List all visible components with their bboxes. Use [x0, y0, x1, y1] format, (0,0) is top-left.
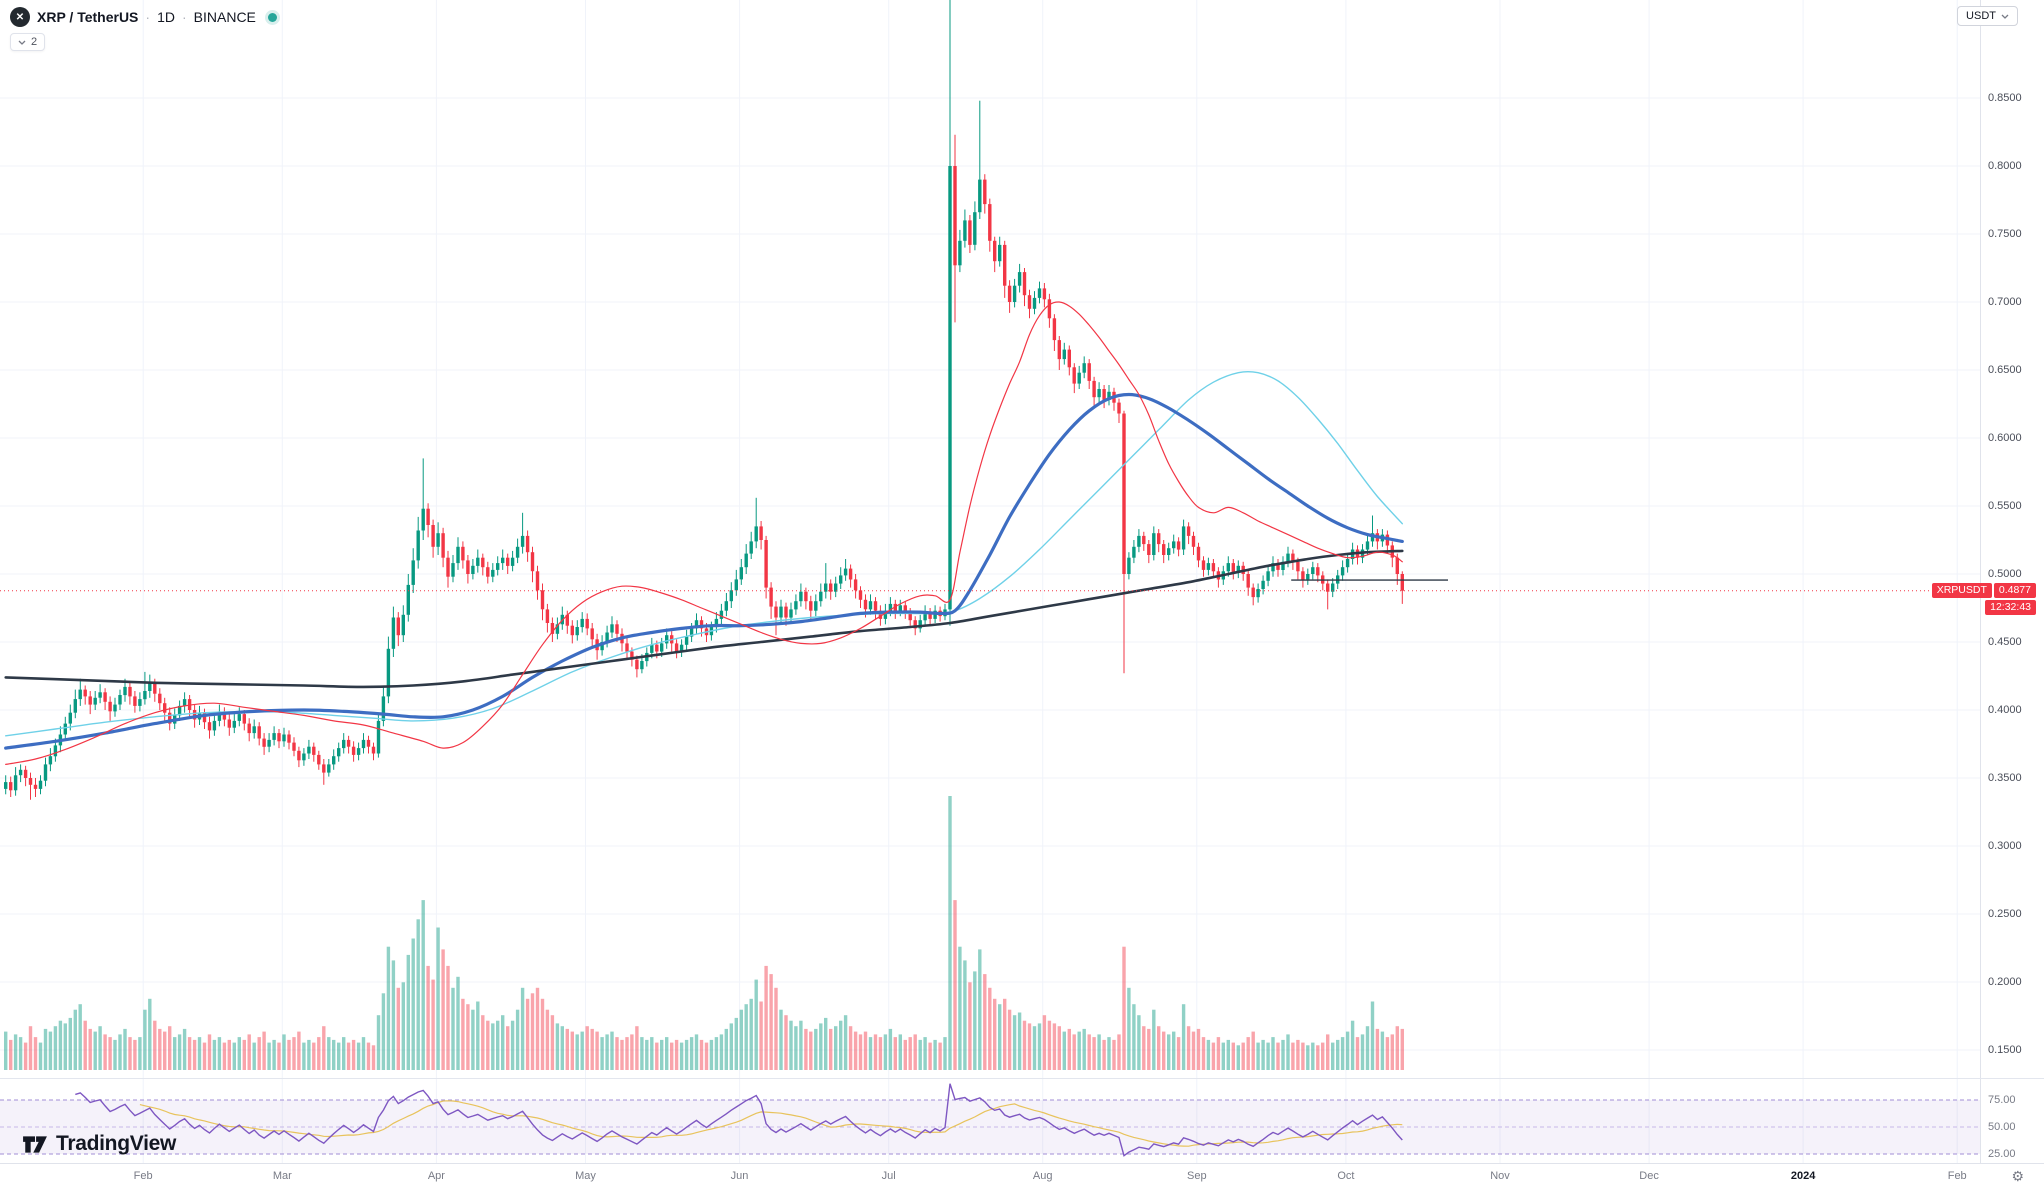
indicators-count: 2: [31, 36, 38, 48]
symbol-price-chip: XRPUSDT: [1931, 582, 1992, 598]
candles-layer: [4, 0, 1404, 800]
currency-unit-button[interactable]: USDT: [1957, 6, 2018, 26]
time-tick-label: Aug: [1032, 1170, 1053, 1182]
price-tick-label: 0.1500: [1988, 1044, 2022, 1056]
time-tick-label: Apr: [427, 1170, 445, 1182]
price-tick-label: 0.8500: [1988, 92, 2022, 104]
price-label-group: XRPUSDT 0.4877: [1931, 582, 2036, 598]
grid-layer: [0, 0, 1980, 1163]
price-tick-label: 0.6500: [1988, 364, 2022, 376]
rsi-tick-label: 75.00: [1988, 1094, 2016, 1106]
time-tick-label: Feb: [1947, 1170, 1967, 1182]
timeframe-label[interactable]: 1D: [157, 9, 175, 25]
pane-separator[interactable]: [0, 1078, 2044, 1079]
tradingview-logo-text: TradingView: [56, 1132, 177, 1155]
market-status-dot[interactable]: [267, 12, 277, 22]
time-tick-label: Mar: [272, 1170, 292, 1182]
time-tick-label: Dec: [1639, 1170, 1659, 1182]
chevron-down-icon: [2001, 14, 2009, 19]
ma-blue-line[interactable]: [4, 392, 1404, 750]
time-tick-label: 2024: [1790, 1170, 1816, 1182]
symbol-name[interactable]: XRP / TetherUS: [37, 9, 139, 25]
time-axis-settings-icon[interactable]: ⚙: [2011, 1168, 2024, 1184]
tradingview-logo[interactable]: TradingView: [22, 1132, 176, 1156]
volume-layer: [4, 796, 1404, 1070]
price-tick-label: 0.4500: [1988, 636, 2022, 648]
rsi-line[interactable]: [75, 1083, 1403, 1157]
time-tick-label: Nov: [1490, 1170, 1510, 1182]
time-tick-label: Sep: [1187, 1170, 1207, 1182]
last-price-chip: 0.4877: [1993, 582, 2036, 598]
xrp-logo-icon: ✕: [10, 7, 30, 27]
ma-navy-line[interactable]: [4, 549, 1404, 689]
separator-dot: ·: [145, 9, 151, 25]
price-tick-label: 0.5500: [1988, 500, 2022, 512]
price-tick-label: 0.2500: [1988, 908, 2022, 920]
price-tick-label: 0.8000: [1988, 160, 2022, 172]
symbol-header: ✕ XRP / TetherUS · 1D · BINANCE: [10, 7, 277, 27]
time-tick-label: Feb: [133, 1170, 153, 1182]
indicators-collapse-button[interactable]: 2: [10, 33, 46, 51]
countdown-chip: 12:32:43: [1985, 599, 2036, 615]
price-tick-label: 0.7500: [1988, 228, 2022, 240]
price-tick-label: 0.3000: [1988, 840, 2022, 852]
time-tick-label: May: [575, 1170, 596, 1182]
currency-label: USDT: [1966, 10, 1996, 22]
chevron-down-icon: [18, 40, 26, 45]
ma-red-line[interactable]: [5, 301, 1403, 765]
price-tick-label: 0.5000: [1988, 568, 2022, 580]
time-tick-label: Jun: [730, 1170, 749, 1182]
price-tick-label: 0.4000: [1988, 704, 2022, 716]
rsi-tick-label: 50.00: [1988, 1121, 2016, 1133]
price-scale[interactable]: 0.8500 0.8000 0.7500 0.7000 0.6500 0.6000 0.55…: [1980, 0, 2044, 1163]
price-tick-label: 0.2000: [1988, 976, 2022, 988]
price-tick-label: 0.3500: [1988, 772, 2022, 784]
time-axis[interactable]: Feb Mar Apr May Jun Jul Aug Sep Oct Nov Dec 2024 Feb: [0, 1163, 2044, 1189]
tradingview-logo-icon: [23, 1136, 47, 1153]
ma-cyan-line[interactable]: [5, 370, 1403, 737]
exchange-label[interactable]: BINANCE: [193, 9, 256, 25]
time-tick-label: Jul: [881, 1170, 896, 1182]
time-tick-label: Oct: [1337, 1170, 1355, 1182]
price-tick-label: 0.7000: [1988, 296, 2022, 308]
price-tick-label: 0.6000: [1988, 432, 2022, 444]
separator-dot: ·: [181, 9, 187, 25]
rsi-tick-label: 25.00: [1988, 1148, 2016, 1160]
rsi-ma-line[interactable]: [139, 1100, 1403, 1147]
